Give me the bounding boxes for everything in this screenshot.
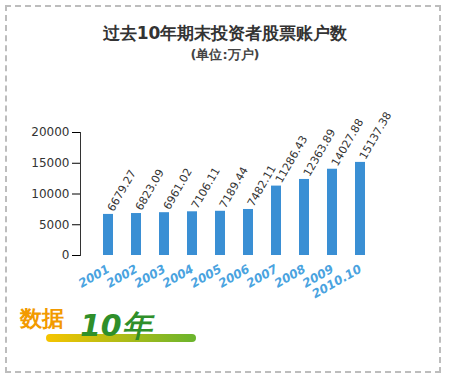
svg-text:5000: 5000 xyxy=(39,218,70,232)
svg-text:2010.10: 2010.10 xyxy=(310,262,364,301)
svg-text:6961.02: 6961.02 xyxy=(160,166,195,212)
svg-text:2005: 2005 xyxy=(188,261,224,291)
svg-text:10000: 10000 xyxy=(31,187,69,201)
svg-text:6823.09: 6823.09 xyxy=(132,166,167,213)
svg-text:0: 0 xyxy=(62,248,70,262)
svg-text:14027.88: 14027.88 xyxy=(329,117,367,169)
svg-text:2006: 2006 xyxy=(216,261,252,291)
svg-text:7106.11: 7106.11 xyxy=(188,165,223,212)
svg-text:20000: 20000 xyxy=(31,125,69,139)
svg-text:6679.27: 6679.27 xyxy=(104,167,139,214)
svg-text:15137.38: 15137.38 xyxy=(357,110,395,162)
svg-text:2008: 2008 xyxy=(272,261,308,291)
svg-text:2007: 2007 xyxy=(244,261,280,291)
html-text:10年: 10年 xyxy=(80,308,152,343)
svg-text:7482.11: 7482.11 xyxy=(245,163,279,209)
svg-text:2001: 2001 xyxy=(76,261,112,291)
html-text:(单位:万户): (单位:万户) xyxy=(190,47,260,62)
svg-text:7189.44: 7189.44 xyxy=(216,164,251,211)
svg-text:15000: 15000 xyxy=(31,156,69,170)
svg-text:11286.43: 11286.43 xyxy=(273,133,311,185)
svg-text:12363.89: 12363.89 xyxy=(301,127,339,179)
svg-text:2003: 2003 xyxy=(132,261,168,291)
html-text:过去10年期末投资者股票账户数: 过去10年期末投资者股票账户数 xyxy=(102,23,348,43)
html-text:数据: 数据 xyxy=(20,306,64,331)
svg-text:2009: 2009 xyxy=(300,261,336,291)
svg-text:2004: 2004 xyxy=(160,261,196,291)
svg-text:2002: 2002 xyxy=(104,261,140,291)
